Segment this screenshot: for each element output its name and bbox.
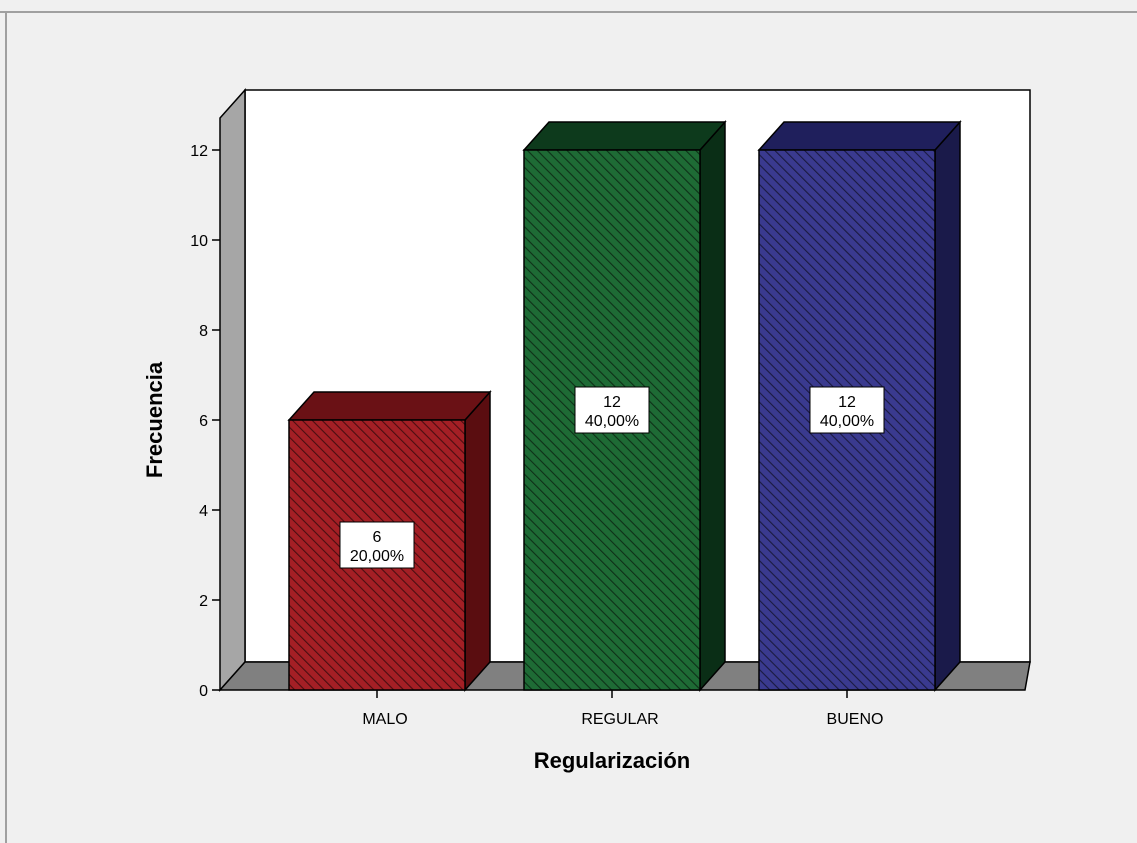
data-label-count: 12 [603, 394, 621, 411]
bar-top-bueno [757, 121, 962, 151]
data-label-count: 6 [373, 529, 382, 546]
data-labels: 6 20,00% 12 40,00% 12 40,00% [339, 386, 885, 569]
bar-side-bueno [934, 120, 961, 692]
y-tick-label: 0 [199, 683, 208, 700]
bar-side-malo [464, 390, 491, 692]
data-label-box [809, 386, 885, 434]
y-tick-label: 6 [199, 413, 208, 430]
bar-top-malo [287, 391, 492, 421]
x-tick-label: REGULAR [581, 711, 658, 728]
x-tick-label: MALO [362, 711, 407, 728]
data-label-percent: 20,00% [350, 548, 404, 565]
y-axis: 0 2 4 6 8 10 12 [190, 143, 220, 700]
y-tick-label: 12 [190, 143, 208, 160]
y-tick-label: 2 [199, 593, 208, 610]
data-label-percent: 40,00% [820, 413, 874, 430]
y-tick-label: 10 [190, 233, 208, 250]
data-label-percent: 40,00% [585, 413, 639, 430]
plot-side-wall [219, 88, 246, 692]
x-axis-title: Regularización [534, 748, 690, 773]
y-tick-label: 4 [199, 503, 208, 520]
y-axis-title: Frecuencia [142, 361, 167, 478]
x-axis-tick-labels: MALO REGULAR BUENO [362, 690, 883, 728]
bar-top-regular [522, 121, 727, 151]
x-tick-label: BUENO [827, 711, 884, 728]
bar-side-regular [699, 120, 726, 692]
y-tick-label: 8 [199, 323, 208, 340]
data-label-count: 12 [838, 394, 856, 411]
data-label-box [339, 521, 415, 569]
data-label-box [574, 386, 650, 434]
